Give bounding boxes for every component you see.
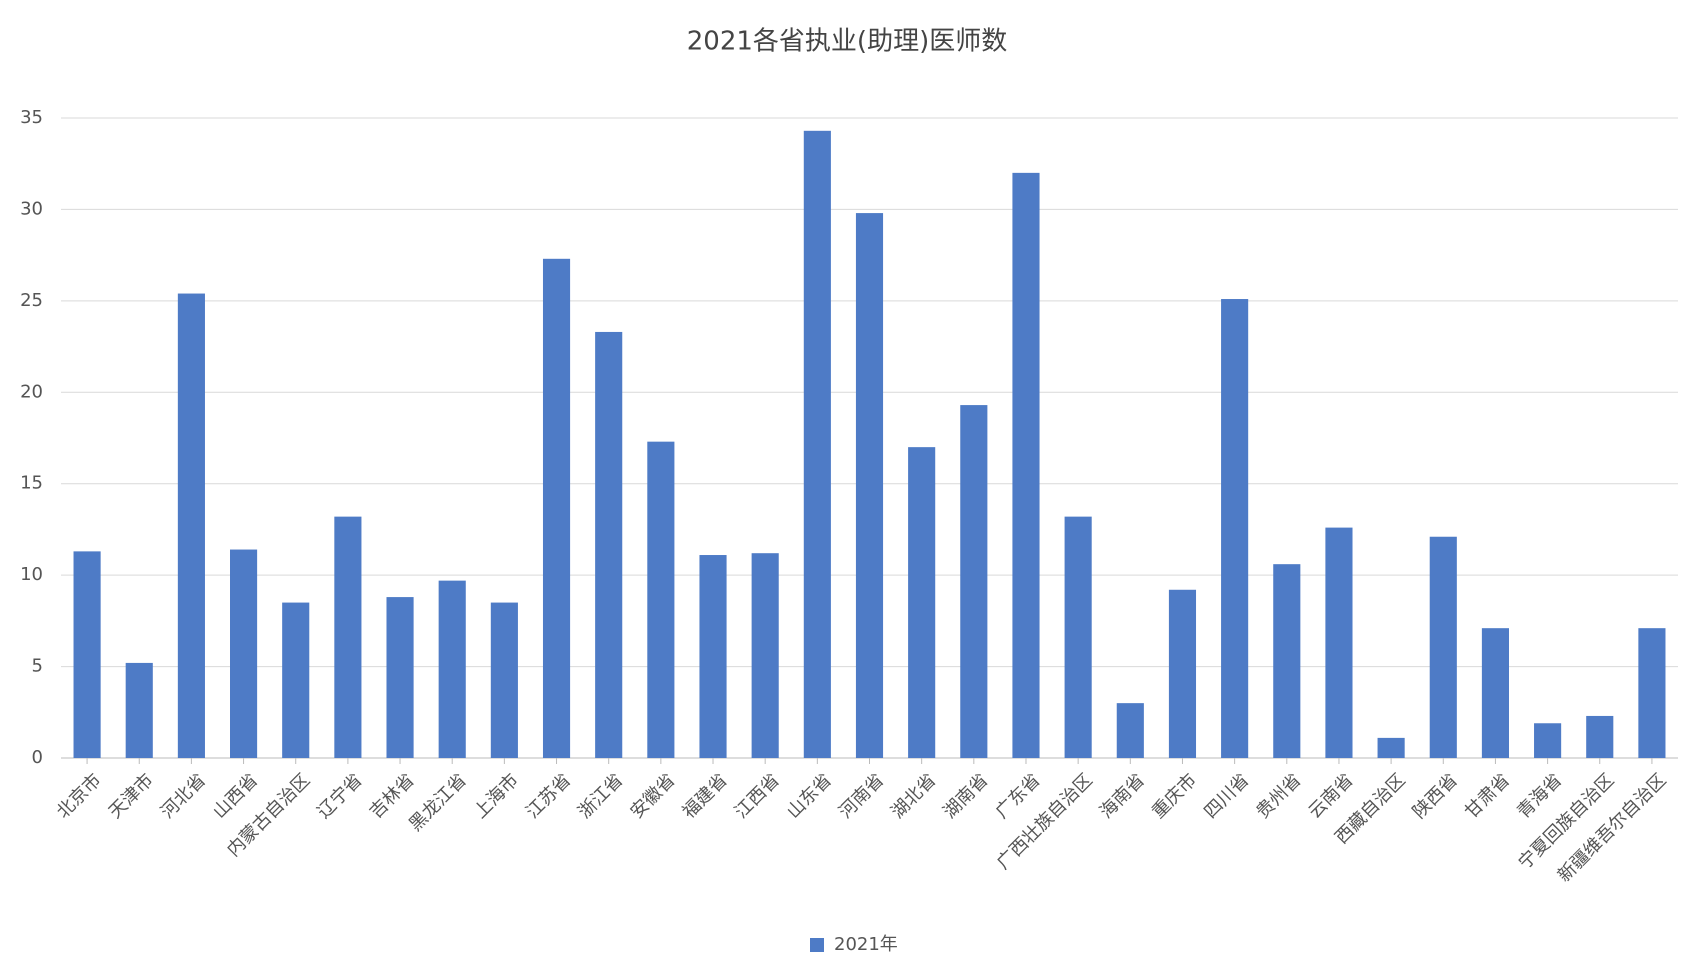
x-tick-label: 福建省 <box>679 770 732 823</box>
x-tick-label: 黑龙江省 <box>405 770 471 836</box>
bar <box>1221 299 1249 758</box>
y-tick-label: 20 <box>20 381 43 402</box>
x-tick-label: 江西省 <box>731 770 784 823</box>
bar <box>230 549 258 758</box>
bar <box>1429 536 1457 758</box>
bar <box>1168 589 1197 758</box>
x-tick-label: 重庆市 <box>1148 770 1201 823</box>
bar <box>1273 564 1301 758</box>
bar <box>542 258 571 758</box>
bar <box>490 602 518 758</box>
y-tick-label: 30 <box>20 198 43 219</box>
y-tick-label: 15 <box>20 473 43 494</box>
bar <box>1377 737 1405 758</box>
bar <box>177 293 205 758</box>
x-tick-label: 河北省 <box>157 770 210 823</box>
bar <box>1638 628 1666 758</box>
chart-title: 2021各省执业(助理)医师数 <box>687 27 1007 57</box>
bar <box>1481 628 1509 758</box>
bar <box>908 447 936 758</box>
legend-label: 2021年 <box>834 934 898 955</box>
bar <box>125 662 153 758</box>
x-tick-label: 湖北省 <box>887 770 940 823</box>
x-tick-label: 湖南省 <box>939 770 992 823</box>
x-tick-label: 广西壮族自治区 <box>993 770 1097 874</box>
bar <box>1116 703 1144 758</box>
x-tick-label: 甘肃省 <box>1461 770 1514 823</box>
y-tick-label: 0 <box>32 747 43 768</box>
x-tick-label: 北京市 <box>53 770 106 823</box>
bar <box>647 441 675 758</box>
bar <box>1325 527 1353 758</box>
x-tick-label: 上海市 <box>470 770 523 823</box>
bar <box>960 405 988 758</box>
bar <box>73 551 101 758</box>
x-tick-label: 海南省 <box>1096 770 1149 823</box>
bar <box>1586 715 1614 758</box>
x-tick-label: 安徽省 <box>626 770 679 823</box>
x-tick-label: 江苏省 <box>522 770 575 823</box>
bar <box>1534 723 1562 758</box>
bar <box>751 553 779 758</box>
x-tick-label: 河南省 <box>835 770 888 823</box>
x-tick-label: 山东省 <box>783 770 836 823</box>
bar <box>595 331 623 758</box>
bar <box>386 597 414 758</box>
x-tick-label: 四川省 <box>1200 770 1253 823</box>
bar <box>699 555 727 758</box>
x-tick-label: 天津市 <box>105 770 158 823</box>
y-tick-label: 35 <box>20 107 43 128</box>
bar <box>855 213 884 759</box>
bar <box>1064 516 1092 758</box>
y-tick-label: 10 <box>20 564 43 585</box>
legend-swatch <box>810 938 824 952</box>
x-tick-label: 浙江省 <box>574 770 627 823</box>
x-tick-label: 贵州省 <box>1252 770 1305 823</box>
y-tick-label: 5 <box>32 656 43 677</box>
bar <box>334 516 362 758</box>
x-tick-label: 辽宁省 <box>313 770 366 823</box>
bar <box>438 580 466 758</box>
bar <box>803 130 831 759</box>
y-tick-label: 25 <box>20 290 43 311</box>
x-tick-label: 陕西省 <box>1409 770 1462 823</box>
bar <box>282 602 310 758</box>
bar <box>1012 172 1040 758</box>
